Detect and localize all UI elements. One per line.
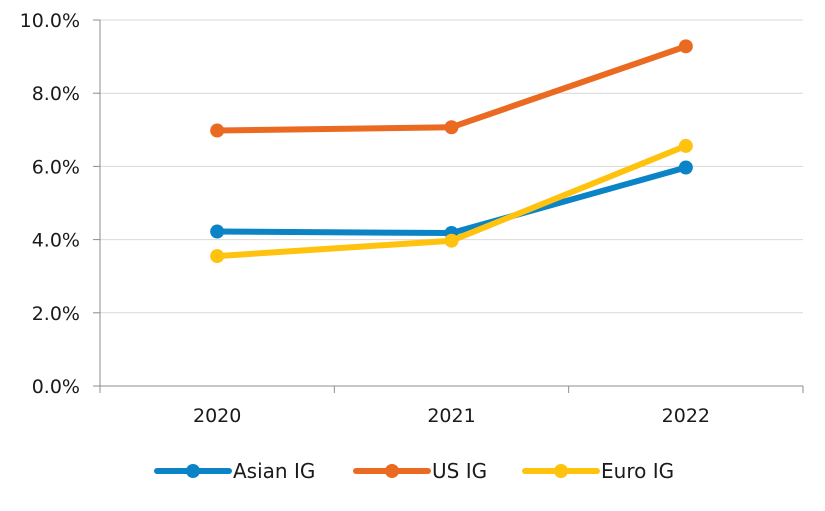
series-lines — [210, 39, 693, 264]
legend-swatch-marker — [186, 464, 200, 478]
y-tick-label: 10.0% — [20, 10, 80, 32]
data-point — [210, 224, 225, 239]
data-point — [210, 249, 225, 264]
legend-label: US IG — [432, 459, 487, 483]
x-tick-label: 2022 — [662, 405, 710, 427]
data-point — [678, 39, 693, 54]
legend-label: Euro IG — [601, 459, 674, 483]
y-tick-label: 2.0% — [32, 303, 80, 325]
series-us-ig — [210, 39, 693, 138]
data-point — [444, 120, 459, 135]
data-point — [678, 138, 693, 153]
y-tick-label: 0.0% — [32, 376, 80, 398]
series-line — [214, 43, 689, 134]
y-tick-label: 4.0% — [32, 230, 80, 252]
axes: 0.0% 2.0% 4.0% 6.0% 8.0% 10.0% 2020 2021 2022 — [20, 10, 804, 427]
x-tick-label: 2021 — [427, 405, 475, 427]
y-tick-label: 6.0% — [32, 156, 80, 178]
gridlines — [100, 19, 803, 314]
legend-item: Euro IG — [522, 459, 674, 483]
legend-item: Asian IG — [154, 459, 315, 483]
legend-swatch-marker — [385, 464, 399, 478]
y-tick-label: 8.0% — [32, 83, 80, 105]
data-point — [678, 160, 693, 175]
data-point — [444, 233, 459, 248]
x-tick-label: 2020 — [193, 405, 241, 427]
legend: Asian IG US IG Euro IG — [154, 459, 674, 483]
data-point — [210, 123, 225, 138]
legend-item: US IG — [353, 459, 487, 483]
series-euro-ig — [210, 138, 693, 264]
legend-label: Asian IG — [233, 459, 315, 483]
legend-swatch-marker — [554, 464, 568, 478]
